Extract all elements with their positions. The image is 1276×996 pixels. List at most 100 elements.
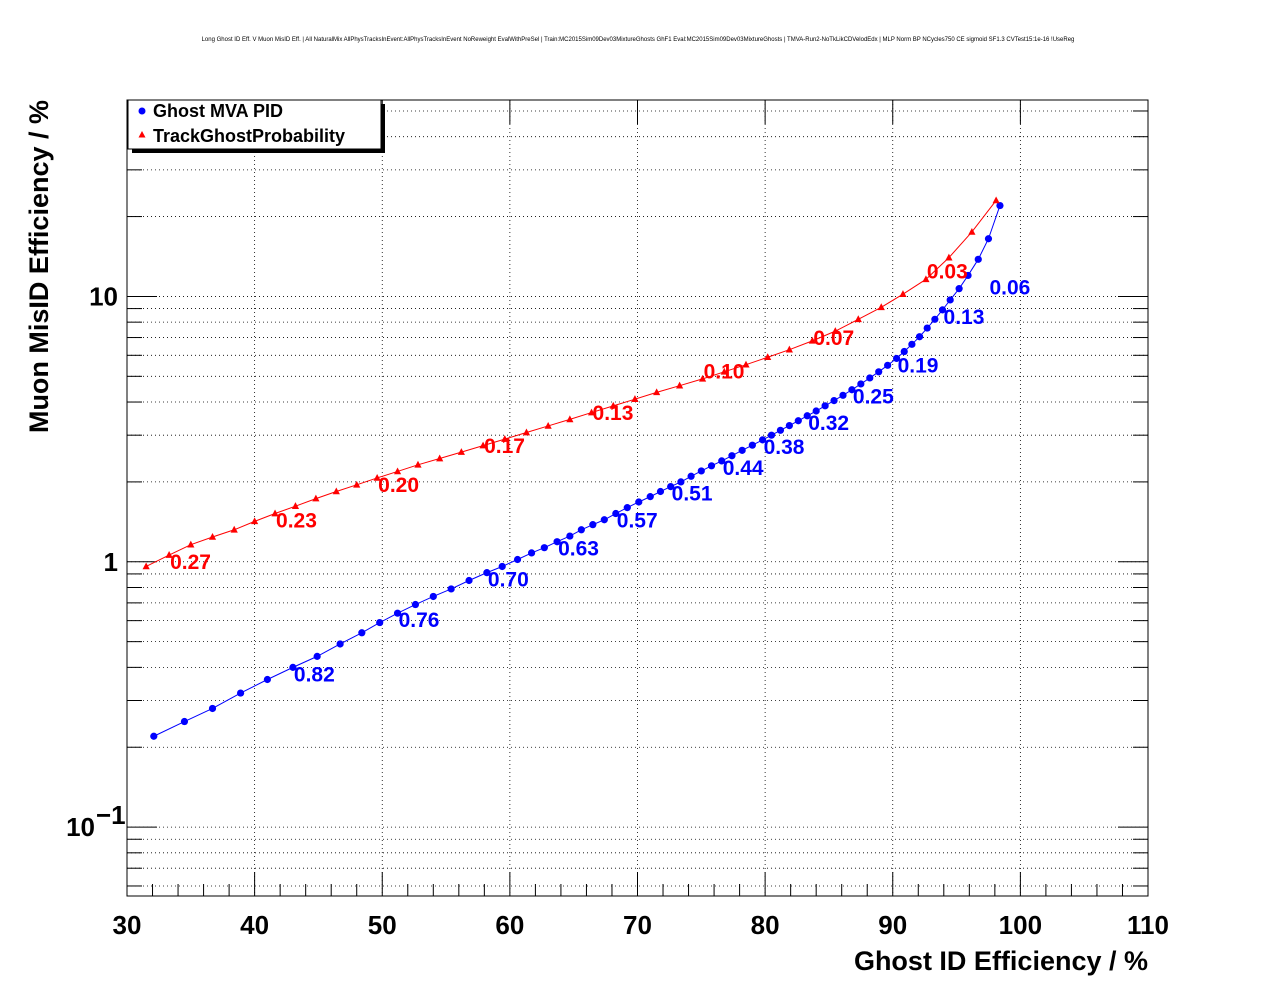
data-point [513,555,522,564]
legend-marker-ghost-mva-pid [138,107,146,115]
data-point [785,345,793,353]
y-tick-label: 1 [104,547,118,577]
data-point [501,435,509,442]
legend-box [127,99,382,150]
point-label: 0.10 [704,361,745,384]
x-tick-label: 100 [999,910,1042,940]
x-tick-label: 80 [751,910,780,940]
data-point [931,315,939,323]
data-point [527,549,536,557]
data-point [566,532,574,540]
data-point [923,324,931,332]
data-point [208,532,217,540]
data-point [877,303,885,311]
point-label: 0.63 [558,538,599,561]
data-point [373,473,381,481]
data-point [922,275,930,283]
data-point [785,422,793,430]
data-point [812,407,820,415]
data-point [358,629,366,637]
data-point [289,663,297,671]
point-label: 0.70 [488,569,529,592]
data-point [992,196,1000,204]
data-point [589,521,597,529]
legend-label-ghost-mva-pid: Ghost MVA PID [153,101,283,121]
data-point [376,618,384,627]
data-point [742,360,750,368]
data-point [831,327,839,334]
point-label: 0.20 [378,474,419,497]
point-label: 0.13 [944,306,985,329]
data-point [150,732,158,740]
y-tick-label: 10 [89,281,118,311]
data-point [457,448,465,455]
data-point [436,454,444,462]
data-point [587,408,596,416]
data-point [875,368,883,376]
data-point [623,504,631,512]
data-point [915,333,924,341]
data-point [411,600,420,609]
data-point [908,340,916,348]
data-point [676,381,684,389]
data-point [208,704,217,713]
data-point [945,253,953,261]
data-point [353,480,361,488]
data-point [803,412,811,420]
data-point [332,487,340,495]
data-point [180,717,189,726]
x-tick-label: 50 [368,910,397,940]
data-point [609,401,617,409]
data-point [312,494,320,502]
point-label: 0.27 [170,551,211,574]
point-label: 0.82 [294,663,335,686]
point-label: 0.07 [813,327,854,350]
x-tick-label: 60 [495,910,524,940]
data-point [631,395,639,402]
data-point [653,388,661,396]
data-point [142,562,150,570]
data-point [900,347,908,356]
data-point [892,354,901,363]
data-point [830,396,838,405]
data-point [600,516,608,524]
data-point [718,457,726,465]
data-point [263,675,271,684]
data-point [336,640,344,648]
data-point [698,374,707,382]
y-tick-label: 10 [66,812,95,842]
point-label: 0.23 [276,510,317,533]
data-point [566,415,574,423]
data-point [808,336,816,344]
data-point [946,296,954,304]
data-point [544,421,552,429]
data-point [938,306,947,314]
data-point [764,353,772,361]
data-point [165,551,173,558]
data-point [646,493,654,501]
data-point [984,235,993,243]
point-label: 0.03 [927,260,968,283]
data-point [553,538,561,546]
data-point [776,426,785,434]
data-point [465,576,473,585]
legend: Ghost MVA PID TrackGhostProbability [127,99,385,153]
data-point [758,436,767,444]
data-point [839,391,847,399]
data-point [848,386,856,394]
data-point [612,509,620,518]
legend-marker-track-ghost-probability [138,131,146,138]
x-axis-title: Ghost ID Efficiency / % [854,946,1148,976]
data-point [728,452,736,460]
point-label: 0.44 [723,457,764,480]
data-labels: 0.82 0.76 0.70 0.63 0.57 0.51 0.440.380.320.25… [170,260,1030,686]
data-point [697,467,705,475]
data-point [656,487,665,496]
data-point [955,285,963,293]
point-label: 0.06 [989,276,1030,299]
data-point [414,460,422,468]
data-point [479,441,487,449]
data-point [996,201,1004,210]
point-label: 0.32 [808,412,849,435]
data-point [687,472,695,480]
